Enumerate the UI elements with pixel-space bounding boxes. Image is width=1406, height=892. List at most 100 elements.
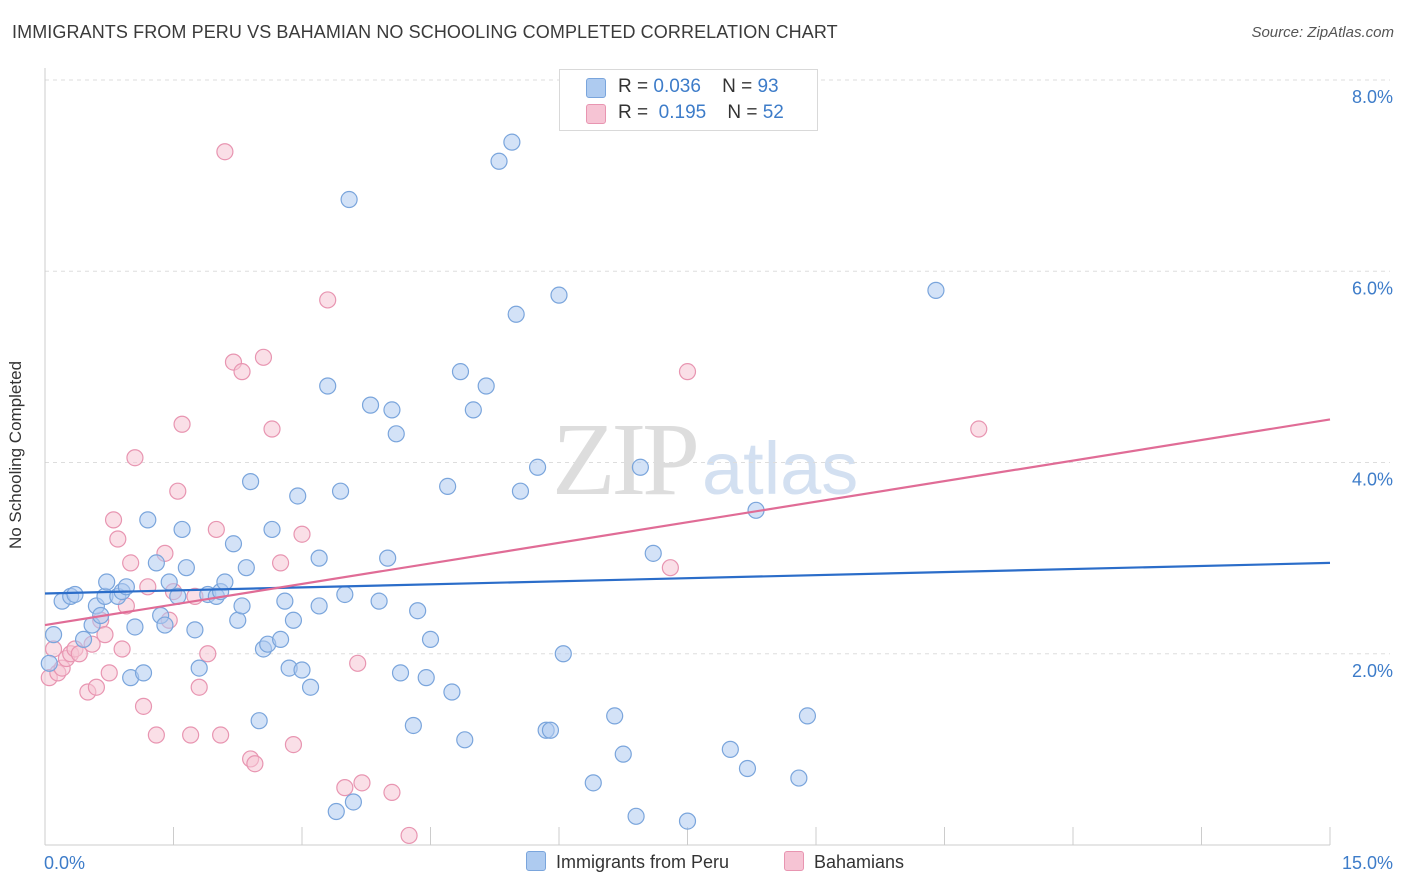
peru-point xyxy=(644,544,662,562)
peru-point xyxy=(66,585,84,604)
peru-point xyxy=(721,740,739,758)
bahamians-point xyxy=(100,664,118,682)
peru-point xyxy=(417,669,435,687)
bahamians-r-value: 0.195 xyxy=(658,102,707,123)
series-legend: Immigrants from Peru Bahamians xyxy=(0,851,1406,877)
peru-point xyxy=(503,133,521,151)
peru-point xyxy=(331,482,350,500)
peru-point xyxy=(310,597,328,615)
bahamians-point xyxy=(233,363,251,381)
peru-point xyxy=(340,190,358,209)
bahamians-point xyxy=(349,654,367,672)
peru-point xyxy=(927,281,945,299)
peru-point xyxy=(790,769,808,787)
peru-point xyxy=(627,807,645,825)
source-credit: Source: ZipAtlas.com xyxy=(1251,24,1394,41)
peru-point xyxy=(327,802,345,821)
peru-point xyxy=(490,152,508,170)
peru-swatch xyxy=(586,78,606,98)
bahamians-point xyxy=(254,348,273,366)
peru-r-value: 0.036 xyxy=(653,76,701,97)
bahamians-point xyxy=(293,525,311,543)
bahamians-point xyxy=(199,645,217,663)
bahamians-point xyxy=(400,826,418,845)
peru-point xyxy=(631,458,649,476)
trend-lines xyxy=(44,418,1331,627)
peru-point xyxy=(319,377,337,395)
y-axis-label: No Schooling Completed xyxy=(6,360,25,550)
peru-point xyxy=(173,520,191,539)
bahamians-point xyxy=(271,554,290,572)
peru-point xyxy=(98,573,116,591)
legend-bahamians-swatch xyxy=(784,851,804,871)
peru-point xyxy=(336,585,354,604)
peru-point xyxy=(798,707,817,725)
peru-point xyxy=(606,707,624,725)
bahamians-point xyxy=(246,755,264,773)
bahamians-point xyxy=(383,783,401,802)
bahamians-point xyxy=(353,774,371,792)
peru-point xyxy=(276,592,294,610)
bahamians-point xyxy=(212,726,230,744)
bahamians-point xyxy=(678,363,697,381)
x-tick-label: 15.0% xyxy=(1342,853,1393,873)
stats-legend: R = 0.036 N = 93 R = 0.195 N = 52 xyxy=(559,69,818,131)
peru-point xyxy=(361,396,380,414)
peru-point xyxy=(370,592,388,610)
bahamians-point xyxy=(284,735,303,754)
bahamians-point xyxy=(182,726,200,744)
peru-point xyxy=(554,645,572,663)
x-tick-label: 0.0% xyxy=(44,853,85,873)
bahamians-point xyxy=(139,578,157,596)
peru-point xyxy=(550,286,568,304)
bahamians-point xyxy=(207,520,225,539)
peru-point xyxy=(160,573,178,591)
peru-n-label: N = xyxy=(722,76,753,97)
bahamians-point xyxy=(122,554,140,572)
peru-point xyxy=(237,559,255,577)
axes xyxy=(44,68,1331,846)
peru-point xyxy=(421,630,440,649)
legend-peru-label: Immigrants from Peru xyxy=(556,852,730,872)
peru-point xyxy=(186,621,204,639)
peru-point xyxy=(229,611,247,629)
bahamians-point xyxy=(336,779,354,797)
peru-point xyxy=(271,630,290,649)
peru-n-value: 93 xyxy=(757,76,779,97)
watermark-atlas: atlas xyxy=(702,427,859,510)
peru-points xyxy=(40,133,945,830)
peru-point xyxy=(293,661,311,679)
y-tick-label: 2.0% xyxy=(1352,661,1393,681)
bahamians-point xyxy=(970,420,988,438)
peru-point xyxy=(507,305,525,323)
watermark: ZIPatlas xyxy=(552,400,858,519)
peru-point xyxy=(224,535,243,553)
bahamians-n-label: N = xyxy=(727,102,758,123)
peru-point xyxy=(40,654,58,672)
peru-point xyxy=(451,363,470,381)
y-tick-label: 8.0% xyxy=(1352,87,1393,107)
legend-bahamians-label: Bahamians xyxy=(814,852,905,872)
bahamians-point xyxy=(190,678,208,696)
tick-labels: 2.0% 4.0% 6.0% 8.0% 0.0% 15.0% xyxy=(44,87,1393,873)
peru-point xyxy=(126,618,144,636)
bahamians-point xyxy=(169,482,187,500)
peru-point xyxy=(263,520,281,539)
bahamians-n-value: 52 xyxy=(762,102,784,123)
peru-point xyxy=(584,774,602,792)
peru-point xyxy=(443,683,461,701)
peru-point xyxy=(464,401,482,419)
peru-point xyxy=(439,477,457,496)
peru-point xyxy=(511,482,530,500)
peru-point xyxy=(250,712,268,730)
peru-point xyxy=(387,425,405,443)
peru-point xyxy=(391,664,410,682)
legend-peru-swatch xyxy=(526,851,546,871)
y-tick-label: 4.0% xyxy=(1352,470,1393,490)
bahamians-point xyxy=(134,697,153,715)
bahamians-point xyxy=(126,449,144,467)
peru-point xyxy=(678,812,697,830)
peru-point xyxy=(528,458,547,476)
chart-title: IMMIGRANTS FROM PERU VS BAHAMIAN NO SCHO… xyxy=(12,22,838,42)
bahamians-swatch xyxy=(586,104,606,124)
